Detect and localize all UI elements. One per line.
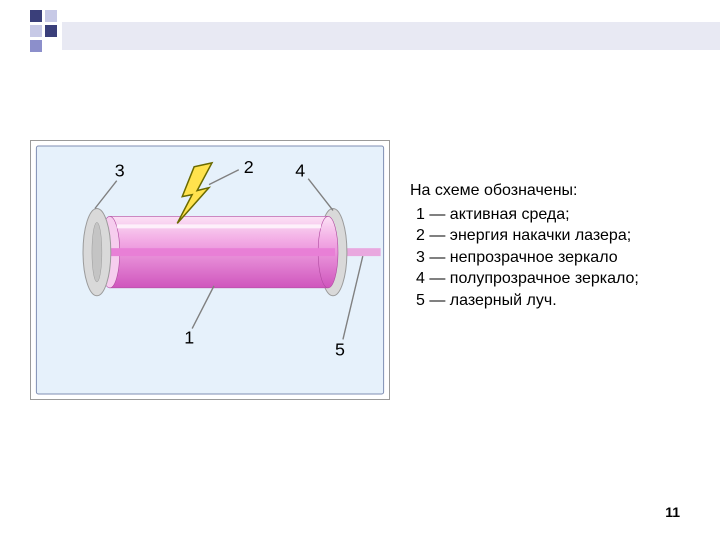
laser-diagram: 2 3 4 1 5 bbox=[35, 145, 385, 395]
legend: На схеме обозначены: 1 — активная среда;… bbox=[410, 180, 700, 312]
corner-deco bbox=[30, 10, 60, 52]
label-2: 2 bbox=[244, 157, 254, 177]
header-bar bbox=[62, 22, 720, 50]
legend-item: 1 — активная среда; bbox=[410, 204, 700, 226]
slide-root: 2 3 4 1 5 На схеме обозначены: 1 — актив… bbox=[0, 0, 720, 540]
label-5: 5 bbox=[335, 339, 345, 359]
page-number: 11 bbox=[665, 504, 680, 520]
legend-title: На схеме обозначены: bbox=[410, 180, 700, 202]
legend-item: 2 — энергия накачки лазера; bbox=[410, 225, 700, 247]
legend-item: 3 — непрозрачное зеркало bbox=[410, 247, 700, 269]
label-3: 3 bbox=[115, 161, 125, 181]
left-mirror bbox=[83, 208, 111, 295]
laser-diagram-frame: 2 3 4 1 5 bbox=[30, 140, 390, 400]
label-1: 1 bbox=[184, 327, 194, 347]
active-medium-cylinder bbox=[100, 216, 338, 287]
legend-item: 4 — полупрозрачное зеркало; bbox=[410, 268, 700, 290]
label-4: 4 bbox=[295, 161, 305, 181]
legend-item: 5 — лазерный луч. bbox=[410, 290, 700, 312]
